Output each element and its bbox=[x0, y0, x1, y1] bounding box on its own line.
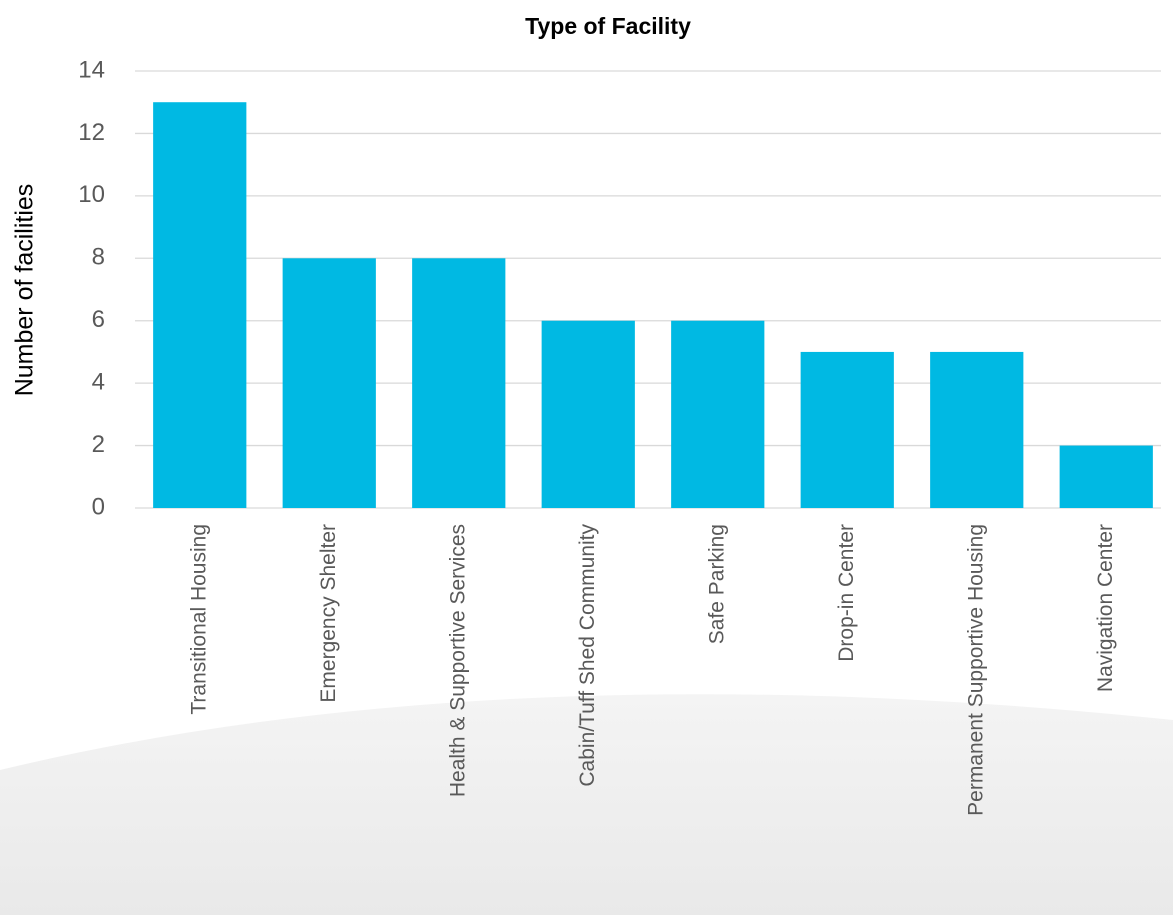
x-tick-label: Safe Parking bbox=[705, 524, 728, 644]
y-tick-label: 12 bbox=[78, 119, 105, 146]
bar bbox=[800, 351, 894, 508]
y-tick-label: 2 bbox=[92, 431, 105, 458]
bar bbox=[930, 351, 1024, 508]
bar bbox=[541, 320, 635, 508]
plot-area: 0 2 4 6 8 10 12 14 Transitional Housing Emergency… bbox=[78, 56, 1161, 816]
bar bbox=[153, 102, 247, 508]
bar bbox=[671, 320, 765, 508]
y-tick-label: 8 bbox=[92, 244, 105, 271]
y-tick-label: 6 bbox=[92, 306, 105, 333]
background-hill bbox=[0, 694, 1173, 915]
x-tick-label: Permanent Supportive Housing bbox=[964, 524, 987, 816]
chart-title: Type of Facility bbox=[525, 13, 691, 39]
bar bbox=[1059, 445, 1153, 508]
bar bbox=[282, 258, 376, 508]
y-tick-label: 0 bbox=[92, 493, 105, 520]
x-tick-label: Navigation Center bbox=[1094, 524, 1117, 692]
bar bbox=[412, 258, 506, 508]
y-tick-label: 14 bbox=[78, 56, 105, 83]
x-tick-label: Cabin/Tuff Shed Community bbox=[576, 524, 599, 787]
x-tick-label: Emergency Shelter bbox=[317, 524, 340, 703]
x-tick-label: Drop-in Center bbox=[835, 524, 858, 662]
y-axis-title: Number of facilities bbox=[11, 184, 39, 397]
x-tick-label: Health & Supportive Services bbox=[446, 524, 469, 797]
x-tick-label: Transitional Housing bbox=[187, 524, 210, 715]
y-tick-label: 10 bbox=[78, 181, 105, 208]
y-tick-label: 4 bbox=[92, 368, 105, 395]
